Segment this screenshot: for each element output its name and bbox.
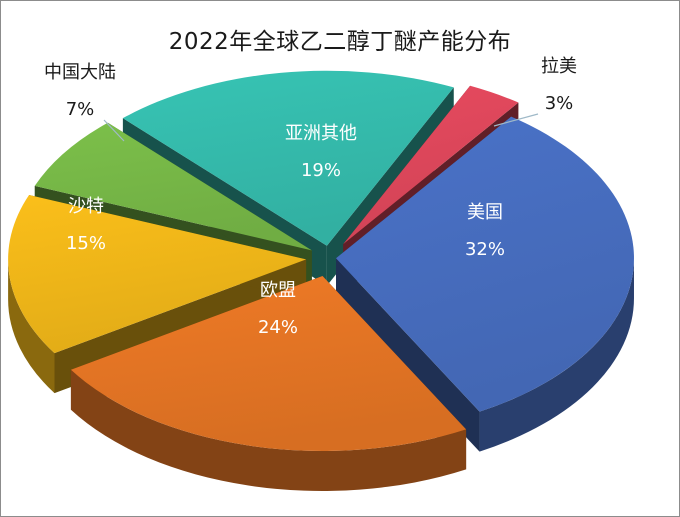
- slice-percent-label: 24%: [258, 317, 298, 338]
- slice-rim: [8, 259, 55, 394]
- slice-name-label: 欧盟: [260, 280, 296, 301]
- slice-percent-label: 32%: [465, 239, 505, 260]
- slice-name-label: 中国大陆: [44, 62, 116, 83]
- slice-percent-label: 15%: [66, 233, 106, 254]
- slice-rim: [70, 369, 467, 492]
- slice-name-label: 美国: [467, 202, 503, 223]
- slice-percent-label: 7%: [66, 99, 95, 120]
- leader-line: [103, 119, 125, 142]
- chart-title: 2022年全球乙二醇丁醚产能分布: [168, 29, 512, 55]
- slice-top-1: [70, 276, 467, 452]
- slice-name-label: 亚洲其他: [285, 123, 357, 144]
- leader-line: [493, 113, 539, 127]
- slice-percent-label: 19%: [301, 160, 341, 181]
- slice-wall: [335, 258, 480, 452]
- slice-top-3: [34, 122, 312, 251]
- slice-top-0: [335, 116, 634, 412]
- slice-name-label: 拉美: [541, 56, 577, 77]
- slice-name-label: 沙特: [68, 196, 104, 217]
- slice-top-5: [343, 85, 519, 245]
- slice-percent-label: 3%: [545, 93, 574, 114]
- slice-rim: [479, 258, 634, 452]
- slice-top-4: [122, 70, 454, 246]
- slice-top-2: [8, 194, 307, 354]
